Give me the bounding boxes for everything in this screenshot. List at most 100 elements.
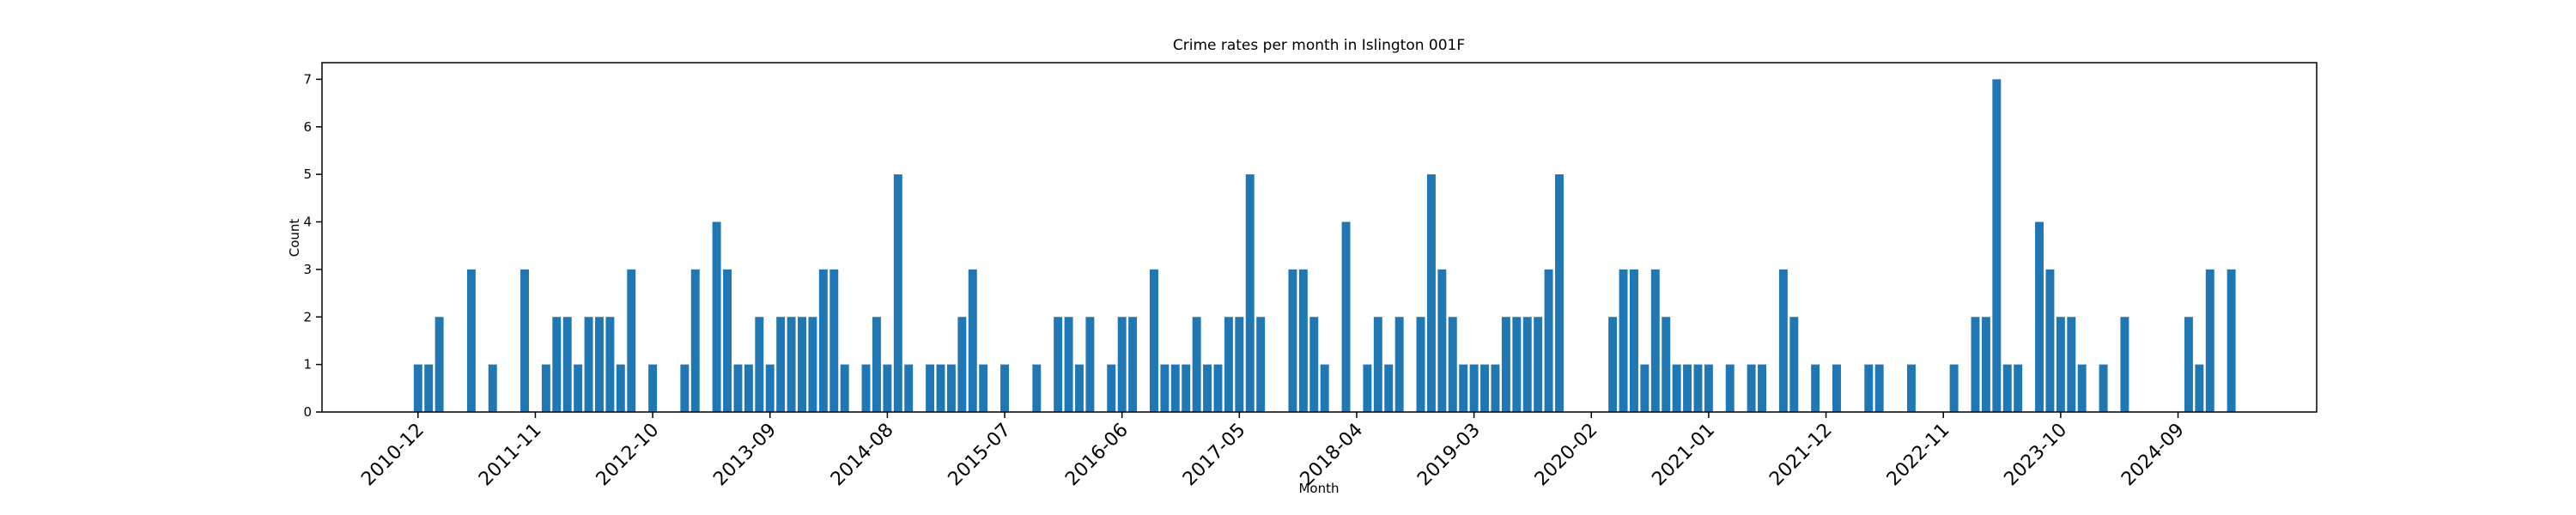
bar <box>2014 364 2023 412</box>
bar <box>1608 317 1618 412</box>
bar <box>776 317 786 412</box>
bar <box>1758 364 1767 412</box>
bar <box>829 269 839 412</box>
bar <box>926 364 935 412</box>
bar <box>680 364 690 412</box>
bar <box>968 269 977 412</box>
bar <box>1906 364 1916 412</box>
bar <box>690 269 700 412</box>
bar <box>2120 317 2129 412</box>
x-tick-label: 2018-04 <box>1297 420 1368 491</box>
bar <box>798 317 806 412</box>
bar <box>1778 269 1788 412</box>
bar <box>1384 364 1394 412</box>
bar <box>1192 317 1201 412</box>
bar <box>818 269 828 412</box>
bar <box>1298 269 1308 412</box>
x-tick-label: 2016-06 <box>1061 420 1133 491</box>
bar <box>1170 364 1180 412</box>
x-tick-label: 2017-05 <box>1179 420 1250 491</box>
bar <box>2056 317 2065 412</box>
x-tick-label: 2023-10 <box>2000 420 2071 491</box>
y-tick-label: 6 <box>303 119 312 135</box>
bar <box>1544 269 1553 412</box>
bar <box>1182 364 1191 412</box>
bar <box>1107 364 1116 412</box>
bar <box>840 364 849 412</box>
y-tick-label: 7 <box>303 71 312 87</box>
bar <box>1064 317 1073 412</box>
bar <box>1534 317 1543 412</box>
x-tick-label: 2021-12 <box>1765 420 1837 491</box>
bar <box>1426 174 1436 412</box>
x-tick-label: 2013-09 <box>709 420 781 491</box>
bar <box>466 269 476 412</box>
bar <box>1203 364 1212 412</box>
bar <box>562 317 572 412</box>
bar <box>605 317 615 412</box>
bar <box>1874 364 1884 412</box>
bar <box>2195 364 2204 412</box>
bar <box>648 364 658 412</box>
bar <box>861 364 871 412</box>
bar <box>2077 364 2087 412</box>
bar <box>1981 317 1990 412</box>
bar <box>1949 364 1959 412</box>
bar <box>2227 269 2236 412</box>
bar <box>1459 364 1468 412</box>
y-tick-label: 0 <box>303 404 312 420</box>
bar <box>1288 269 1297 412</box>
bar <box>1789 317 1799 412</box>
bar <box>1245 174 1255 412</box>
bar <box>1213 364 1223 412</box>
bar <box>979 364 988 412</box>
bar <box>1085 317 1095 412</box>
bar <box>413 364 422 412</box>
bar <box>723 269 732 412</box>
bar <box>1512 317 1522 412</box>
bar <box>1704 364 1713 412</box>
bar <box>1662 317 1671 412</box>
bar <box>1864 364 1874 412</box>
bar <box>872 317 881 412</box>
bar <box>434 317 444 412</box>
bar <box>808 317 817 412</box>
bar <box>1309 317 1319 412</box>
bar <box>883 364 892 412</box>
bar <box>946 364 956 412</box>
bar <box>2002 364 2012 412</box>
bar <box>1394 317 1404 412</box>
plot-frame <box>321 62 2318 413</box>
bar <box>1320 364 1329 412</box>
x-tick-label: 2014-08 <box>827 420 898 491</box>
bar <box>1235 317 1244 412</box>
y-tick-label: 4 <box>303 215 312 230</box>
bar <box>1437 269 1447 412</box>
bar <box>595 317 604 412</box>
bar <box>744 364 753 412</box>
y-tick-label: 3 <box>303 262 312 277</box>
x-tick-label: 2019-03 <box>1413 420 1485 491</box>
bar <box>1000 364 1010 412</box>
bar <box>1811 364 1820 412</box>
bar <box>1128 317 1138 412</box>
bar <box>1725 364 1735 412</box>
x-tick-label: 2021-01 <box>1648 420 1719 491</box>
x-tick-label: 2024-09 <box>2117 420 2189 491</box>
bar <box>2067 317 2076 412</box>
bar <box>765 364 775 412</box>
bar <box>616 364 625 412</box>
y-tick-label: 5 <box>303 167 312 182</box>
bar <box>1650 269 1660 412</box>
x-axis-label: Month <box>1298 481 1339 496</box>
bar <box>2184 317 2193 412</box>
bar <box>552 317 562 412</box>
bar <box>1075 364 1084 412</box>
bar <box>1341 221 1351 412</box>
bar <box>1672 364 1681 412</box>
bar <box>584 317 593 412</box>
bar <box>1363 364 1372 412</box>
bar <box>424 364 434 412</box>
bar <box>1160 364 1170 412</box>
